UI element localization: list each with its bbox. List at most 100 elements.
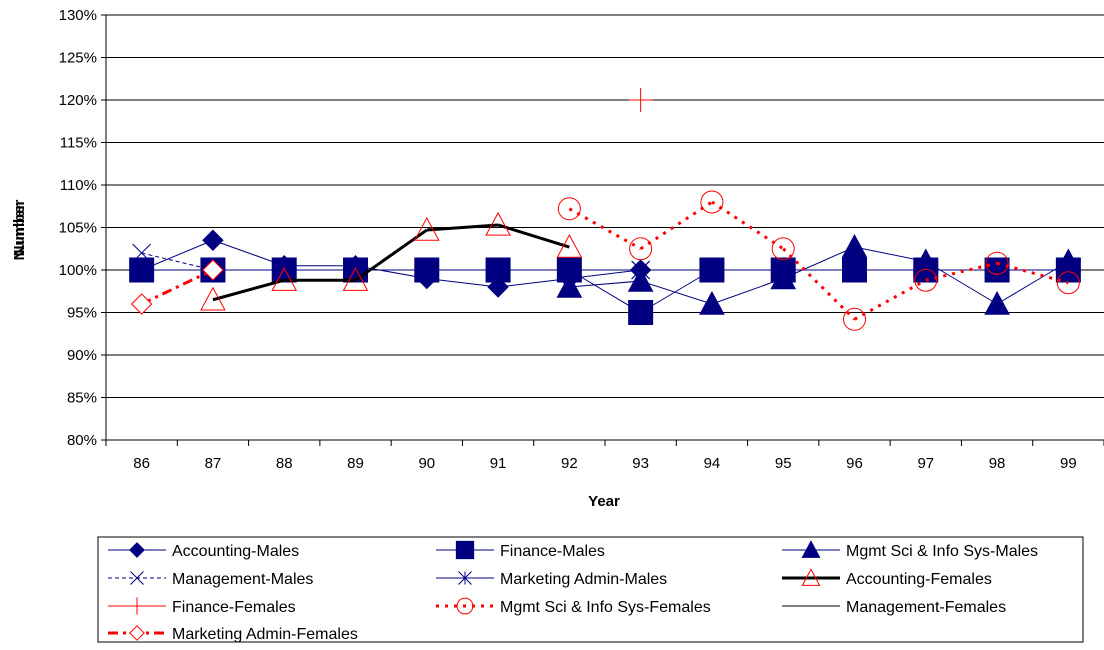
data-point — [556, 233, 583, 258]
series-line-segment — [212, 278, 285, 302]
legend-label: Accounting-Males — [172, 543, 299, 560]
series-layer — [129, 88, 1082, 331]
legend-label: Management-Females — [846, 599, 1006, 616]
x-tick-label: 98 — [989, 455, 1006, 472]
data-point — [128, 597, 146, 615]
legend-entry: Marketing Admin-Males — [436, 571, 667, 588]
data-point — [129, 625, 145, 641]
data-point — [628, 88, 653, 112]
axis-layer: 80% 85% 90% 95% 100% 105% 110% 115% 120% 125% 130%… — [59, 7, 1104, 472]
series-line-segment — [140, 268, 214, 306]
data-point — [132, 243, 151, 263]
x-tick-label: 88 — [276, 455, 293, 472]
legend-label: Finance-Males — [500, 543, 605, 560]
data-point — [271, 267, 298, 291]
y-tick-label: 90% — [67, 347, 97, 364]
data-point — [841, 233, 868, 258]
legend-entry: Mgmt Sci & Info Sys-Females — [436, 597, 711, 616]
x-tick-label: 93 — [632, 455, 649, 472]
series-line-segment — [568, 207, 642, 251]
series-finance-females — [628, 88, 653, 112]
data-point — [274, 260, 294, 280]
data-point — [914, 268, 938, 292]
legend-label: Marketing Admin-Males — [500, 571, 667, 588]
data-point — [129, 542, 145, 558]
x-tick-label: 99 — [1060, 455, 1077, 472]
data-point — [771, 237, 795, 261]
legend-entry: Accounting-Females — [782, 568, 992, 588]
series-line-segment — [569, 280, 641, 288]
grid-layer — [106, 14, 1104, 398]
legend-label: Finance-Females — [172, 599, 296, 616]
series-marketing-admin-females — [130, 259, 224, 315]
y-tick-label: 100% — [59, 262, 97, 279]
legend-label: Mgmt Sci & Info Sys-Males — [846, 543, 1038, 560]
series-line-segment — [925, 261, 998, 305]
data-point — [456, 597, 474, 615]
legend-entry: Finance-Males — [436, 540, 605, 560]
x-tick-label: 89 — [347, 455, 364, 472]
x-tick-label: 86 — [133, 455, 150, 472]
series-line-segment — [711, 278, 784, 305]
y-tick-label: 85% — [67, 390, 97, 407]
data-point — [130, 571, 144, 585]
x-tick-label: 90 — [418, 455, 435, 472]
data-point — [488, 260, 508, 280]
legend-entry: Management-Females — [782, 599, 1006, 616]
data-point — [773, 260, 793, 280]
series-line-segment — [640, 280, 713, 305]
data-point — [132, 260, 151, 280]
data-point — [455, 540, 475, 560]
data-point — [699, 290, 725, 315]
legend-entry: Marketing Admin-Females — [108, 625, 358, 643]
series-mgmt-sci-info-sys-males — [556, 233, 1082, 315]
series-accounting-females — [200, 211, 583, 311]
data-point — [556, 273, 583, 298]
y-axis-title-overlap: Number — [11, 204, 28, 261]
series-line-segment — [782, 247, 856, 321]
data-point — [700, 190, 724, 214]
y-tick-label: 115% — [60, 135, 97, 152]
data-point — [413, 216, 440, 241]
series-line-segment — [711, 200, 785, 251]
data-point — [417, 260, 437, 280]
data-point — [1059, 260, 1078, 280]
data-point — [801, 540, 821, 558]
data-point — [916, 260, 936, 280]
series-line-segment — [996, 261, 1069, 285]
series-line-segment — [141, 252, 214, 271]
data-point — [627, 267, 654, 292]
x-tick-label: 95 — [775, 455, 792, 472]
legend: Accounting-Males Finance-Males Mgmt Sci & … — [97, 536, 1084, 643]
x-tick-label: 91 — [490, 455, 507, 472]
x-tick-label: 94 — [704, 455, 721, 472]
x-tick-label: 96 — [846, 455, 863, 472]
data-point — [631, 260, 650, 280]
series-line-segment — [426, 223, 499, 232]
label-layer: Year Number Number — [11, 200, 620, 510]
legend-box — [97, 536, 1084, 643]
legend-entry: Accounting-Males — [108, 542, 299, 560]
data-point — [557, 197, 581, 221]
y-tick-label: 80% — [67, 432, 97, 449]
y-tick-label: 120% — [59, 92, 97, 109]
legend-entry: Management-Males — [108, 571, 313, 588]
series-line-segment — [925, 261, 998, 282]
data-point — [985, 251, 1009, 275]
data-point — [560, 260, 579, 280]
y-tick-label: 95% — [67, 305, 97, 322]
x-axis-title: Year — [588, 493, 620, 510]
series-finance-males — [129, 257, 1081, 325]
data-point — [202, 229, 224, 251]
y-tick-label: 130% — [59, 7, 97, 24]
legend-entry: Finance-Females — [108, 597, 296, 616]
x-tick-label: 92 — [561, 455, 578, 472]
data-point — [801, 568, 821, 586]
legend-label: Management-Males — [172, 571, 313, 588]
x-tick-label: 87 — [205, 455, 222, 472]
data-point — [843, 307, 866, 331]
data-point — [702, 260, 722, 280]
legend-label: Mgmt Sci & Info Sys-Females — [500, 599, 711, 616]
data-point — [458, 571, 472, 585]
data-point — [342, 267, 369, 291]
